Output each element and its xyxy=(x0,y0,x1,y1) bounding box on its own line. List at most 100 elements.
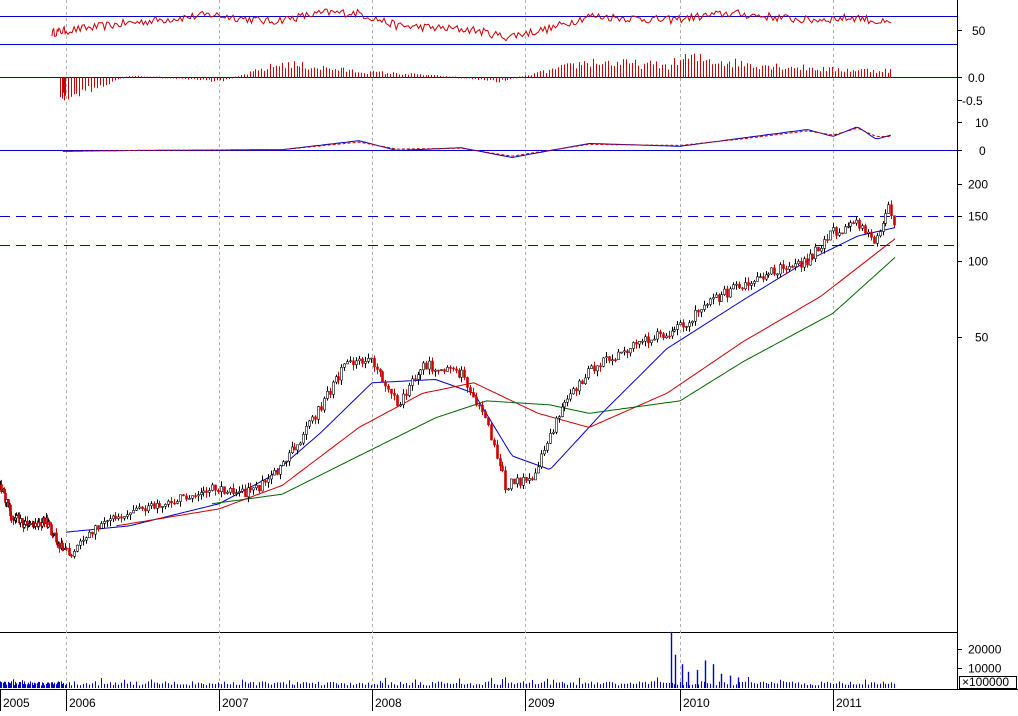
price-candles xyxy=(0,200,896,559)
x-tick-label: 2009 xyxy=(528,696,555,710)
candle-body-up xyxy=(861,225,864,229)
candle-body-down xyxy=(381,371,384,382)
candle-body-down xyxy=(329,390,332,395)
candle-body-up xyxy=(364,361,367,364)
candle-body-down xyxy=(525,477,528,481)
candle-body-up xyxy=(632,342,635,349)
candle-body-down xyxy=(10,515,13,520)
candle-body-up xyxy=(876,235,879,244)
candle-body-up xyxy=(226,491,229,494)
candle-body-up xyxy=(428,360,431,370)
x-tick-label: 2011 xyxy=(836,696,862,710)
candle-body-down xyxy=(890,204,893,216)
candle-body-up xyxy=(440,369,443,372)
candle-body-up xyxy=(572,388,575,395)
candle-body-up xyxy=(235,492,238,494)
candle-body-down xyxy=(437,369,440,372)
candle-body-up xyxy=(285,460,288,463)
candle-body-down xyxy=(443,369,446,372)
candle-body-up xyxy=(164,504,167,507)
candle-body-down xyxy=(493,439,496,446)
candle-body-up xyxy=(299,442,302,446)
candle-body-up xyxy=(156,503,159,509)
candle-body-up xyxy=(109,518,112,521)
candle-body-down xyxy=(264,480,267,483)
candle-body-up xyxy=(794,263,797,268)
candle-body-up xyxy=(587,368,590,379)
candle-body-up xyxy=(326,390,329,399)
candle-body-up xyxy=(602,357,605,367)
candle-body-down xyxy=(478,404,481,407)
candle-body-down xyxy=(414,378,417,381)
candle-body-down xyxy=(48,521,51,525)
candle-body-down xyxy=(484,411,487,419)
candle-body-up xyxy=(510,478,513,490)
candle-body-up xyxy=(620,351,623,354)
candle-body-down xyxy=(337,376,340,381)
candle-body-down xyxy=(501,465,504,471)
candle-body-down xyxy=(425,362,428,370)
candle-body-down xyxy=(858,219,861,229)
candle-body-up xyxy=(211,484,214,491)
candle-body-down xyxy=(726,288,729,298)
candle-body-up xyxy=(434,369,437,372)
candle-body-up xyxy=(73,551,76,557)
candle-body-up xyxy=(288,452,291,462)
candle-body-up xyxy=(584,377,587,384)
candle-body-up xyxy=(100,523,103,529)
candle-body-up xyxy=(673,329,676,332)
candle-body-down xyxy=(217,489,220,493)
candle-body-up xyxy=(267,478,270,483)
candle-body-up xyxy=(540,453,543,468)
candle-body-up xyxy=(744,282,747,290)
candle-body-up xyxy=(82,539,85,542)
candle-body-down xyxy=(599,365,602,368)
candle-body-up xyxy=(220,486,223,493)
candle-body-up xyxy=(765,274,768,280)
candle-body-down xyxy=(97,525,100,529)
candle-body-down xyxy=(817,246,820,252)
x-tick-label: 2007 xyxy=(222,696,249,710)
candle-body-up xyxy=(167,500,170,505)
candle-body-up xyxy=(820,248,823,252)
candle-body-up xyxy=(103,521,106,524)
candle-body-up xyxy=(644,336,647,342)
candle-body-down xyxy=(499,458,502,467)
volume-tick-label: 10000 xyxy=(968,662,1002,676)
candle-body-up xyxy=(723,288,726,296)
candle-body-up xyxy=(596,365,599,372)
candle-body-down xyxy=(153,503,156,509)
candle-body-down xyxy=(70,554,73,557)
candle-body-down xyxy=(873,236,876,244)
candle-body-down xyxy=(384,381,387,387)
candle-body-down xyxy=(38,521,41,524)
candle-body-down xyxy=(785,268,788,270)
candle-body-up xyxy=(358,358,361,362)
candle-body-up xyxy=(161,505,164,508)
candle-body-up xyxy=(653,338,656,341)
candle-body-down xyxy=(194,495,197,497)
candle-body-down xyxy=(449,367,452,369)
candle-body-up xyxy=(729,288,732,298)
candle-body-up xyxy=(279,465,282,475)
candle-body-down xyxy=(870,231,873,238)
candle-body-down xyxy=(635,342,638,345)
candle-body-up xyxy=(732,284,735,290)
candle-body-up xyxy=(706,304,709,306)
candle-body-down xyxy=(314,416,317,420)
candle-body-down xyxy=(65,547,68,550)
macd-tick-label: 10 xyxy=(975,116,989,130)
candle-body-down xyxy=(738,283,741,289)
candle-body-down xyxy=(593,365,596,372)
candle-body-up xyxy=(797,260,800,265)
volume-tick-label: 20000 xyxy=(968,643,1002,657)
candle-body-up xyxy=(753,281,756,284)
candle-body-down xyxy=(662,333,665,338)
candle-body-down xyxy=(791,266,794,268)
candle-body-down xyxy=(158,503,161,508)
x-tick-label: 2008 xyxy=(375,696,402,710)
candle-body-up xyxy=(5,499,8,503)
